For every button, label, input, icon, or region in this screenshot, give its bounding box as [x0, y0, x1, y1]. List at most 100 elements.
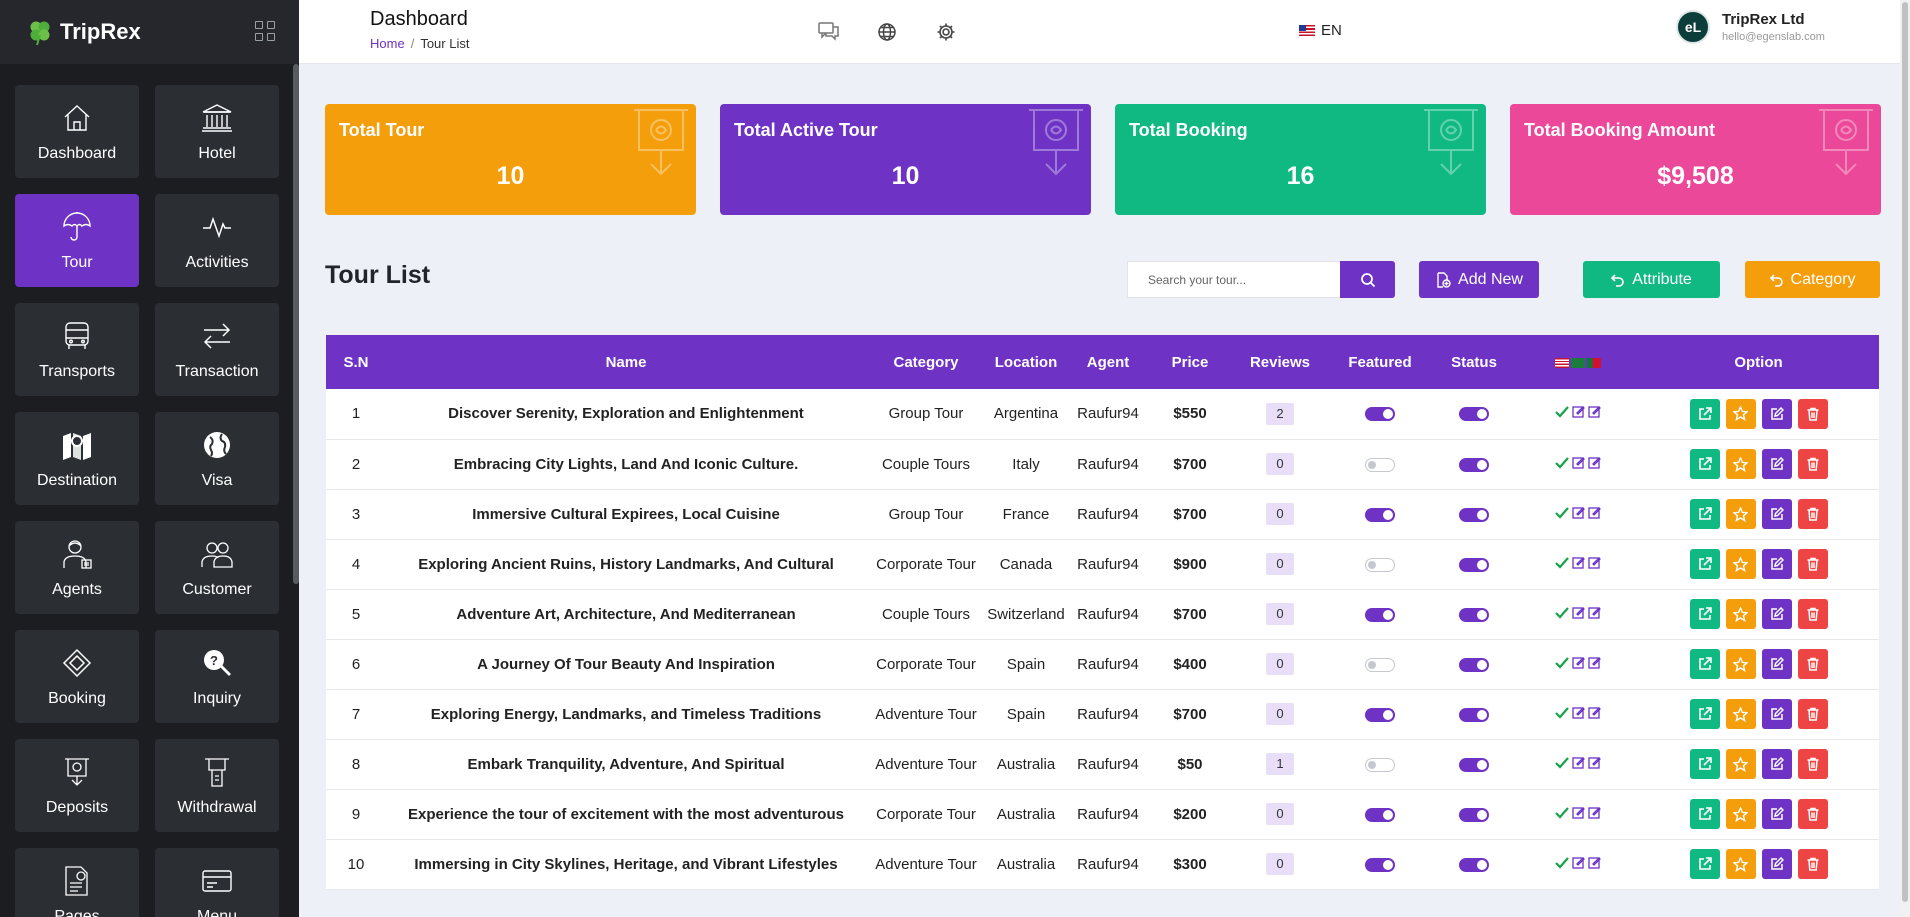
edit-button[interactable]	[1761, 749, 1792, 779]
sidebar-item-visa[interactable]: Visa	[155, 412, 279, 505]
edit-translation-icon[interactable]	[1572, 606, 1585, 623]
edit-translation-icon[interactable]	[1588, 606, 1601, 623]
view-button[interactable]	[1689, 649, 1720, 679]
featured-toggle[interactable]	[1365, 757, 1395, 772]
edit-button[interactable]	[1761, 599, 1792, 629]
delete-button[interactable]	[1797, 449, 1828, 479]
feature-button[interactable]	[1725, 449, 1756, 479]
sidebar-item-transaction[interactable]: Transaction	[155, 303, 279, 396]
status-toggle[interactable]	[1459, 807, 1489, 822]
sidebar-item-deposits[interactable]: Deposits	[15, 739, 139, 832]
view-button[interactable]	[1689, 599, 1720, 629]
sidebar-item-menu[interactable]: Menu	[155, 848, 279, 917]
delete-button[interactable]	[1797, 749, 1828, 779]
sidebar-toggle-icon[interactable]	[255, 21, 275, 41]
edit-translation-icon[interactable]	[1572, 506, 1585, 523]
view-button[interactable]	[1689, 799, 1720, 829]
view-button[interactable]	[1689, 449, 1720, 479]
delete-button[interactable]	[1797, 799, 1828, 829]
stat-card-total-booking-amount[interactable]: Total Booking Amount $9,508	[1510, 104, 1881, 215]
sidebar-item-pages[interactable]: Pages	[15, 848, 139, 917]
featured-toggle[interactable]	[1365, 407, 1395, 422]
edit-translation-icon[interactable]	[1588, 806, 1601, 823]
featured-toggle[interactable]	[1365, 507, 1395, 522]
feature-button[interactable]	[1725, 649, 1756, 679]
breadcrumb-home-link[interactable]: Home	[370, 36, 405, 51]
feature-button[interactable]	[1725, 499, 1756, 529]
edit-button[interactable]	[1761, 849, 1792, 879]
sidebar-scrollbar[interactable]	[293, 64, 299, 584]
stat-card-total-booking[interactable]: Total Booking 16	[1115, 104, 1486, 215]
category-button[interactable]: Category	[1745, 261, 1880, 298]
edit-translation-icon[interactable]	[1572, 656, 1585, 673]
globe-icon[interactable]	[874, 19, 900, 45]
edit-translation-icon[interactable]	[1588, 756, 1601, 773]
featured-toggle[interactable]	[1365, 557, 1395, 572]
delete-button[interactable]	[1797, 549, 1828, 579]
search-input[interactable]	[1127, 261, 1340, 298]
status-toggle[interactable]	[1459, 857, 1489, 872]
add-new-button[interactable]: Add New	[1419, 261, 1539, 298]
feature-button[interactable]	[1725, 799, 1756, 829]
chat-icon[interactable]	[816, 19, 842, 45]
status-toggle[interactable]	[1459, 407, 1489, 422]
edit-translation-icon[interactable]	[1572, 856, 1585, 873]
delete-button[interactable]	[1797, 599, 1828, 629]
edit-button[interactable]	[1761, 398, 1792, 429]
attribute-button[interactable]: Attribute	[1583, 261, 1720, 298]
delete-button[interactable]	[1797, 699, 1828, 729]
brand-logo[interactable]: TripRex	[26, 18, 141, 46]
sidebar-item-inquiry[interactable]: ? Inquiry	[155, 630, 279, 723]
status-toggle[interactable]	[1459, 707, 1489, 722]
view-button[interactable]	[1689, 499, 1720, 529]
sidebar-item-hotel[interactable]: Hotel	[155, 85, 279, 178]
edit-button[interactable]	[1761, 699, 1792, 729]
sidebar-item-withdrawal[interactable]: Withdrawal	[155, 739, 279, 832]
edit-translation-icon[interactable]	[1588, 456, 1601, 473]
delete-button[interactable]	[1797, 499, 1828, 529]
edit-translation-icon[interactable]	[1588, 706, 1601, 723]
edit-button[interactable]	[1761, 499, 1792, 529]
edit-button[interactable]	[1761, 449, 1792, 479]
sidebar-item-customer[interactable]: Customer	[155, 521, 279, 614]
status-toggle[interactable]	[1459, 607, 1489, 622]
delete-button[interactable]	[1797, 398, 1828, 429]
edit-translation-icon[interactable]	[1588, 506, 1601, 523]
status-toggle[interactable]	[1459, 457, 1489, 472]
featured-toggle[interactable]	[1365, 607, 1395, 622]
featured-toggle[interactable]	[1365, 707, 1395, 722]
status-toggle[interactable]	[1459, 657, 1489, 672]
sidebar-item-tour[interactable]: Tour	[15, 194, 139, 287]
feature-button[interactable]	[1725, 398, 1756, 429]
edit-button[interactable]	[1761, 649, 1792, 679]
feature-button[interactable]	[1725, 549, 1756, 579]
sidebar-item-destination[interactable]: Destination	[15, 412, 139, 505]
search-button[interactable]	[1340, 261, 1395, 298]
edit-translation-icon[interactable]	[1572, 806, 1585, 823]
edit-translation-icon[interactable]	[1572, 756, 1585, 773]
delete-button[interactable]	[1797, 849, 1828, 879]
language-selector[interactable]: EN	[1299, 22, 1342, 39]
status-toggle[interactable]	[1459, 507, 1489, 522]
sidebar-item-activities[interactable]: Activities	[155, 194, 279, 287]
view-button[interactable]	[1689, 849, 1720, 879]
sidebar-item-dashboard[interactable]: Dashboard	[15, 85, 139, 178]
featured-toggle[interactable]	[1365, 807, 1395, 822]
view-button[interactable]	[1689, 398, 1720, 429]
edit-translation-icon[interactable]	[1588, 856, 1601, 873]
page-scrollbar[interactable]	[1900, 0, 1910, 917]
status-toggle[interactable]	[1459, 557, 1489, 572]
edit-translation-icon[interactable]	[1588, 656, 1601, 673]
edit-translation-icon[interactable]	[1572, 405, 1585, 422]
stat-card-total-active-tour[interactable]: Total Active Tour 10	[720, 104, 1091, 215]
featured-toggle[interactable]	[1365, 857, 1395, 872]
feature-button[interactable]	[1725, 749, 1756, 779]
edit-translation-icon[interactable]	[1588, 405, 1601, 422]
settings-gear-icon[interactable]	[933, 19, 959, 45]
edit-translation-icon[interactable]	[1572, 456, 1585, 473]
feature-button[interactable]	[1725, 699, 1756, 729]
feature-button[interactable]	[1725, 849, 1756, 879]
edit-button[interactable]	[1761, 549, 1792, 579]
sidebar-item-booking[interactable]: Booking	[15, 630, 139, 723]
sidebar-item-transports[interactable]: Transports	[15, 303, 139, 396]
